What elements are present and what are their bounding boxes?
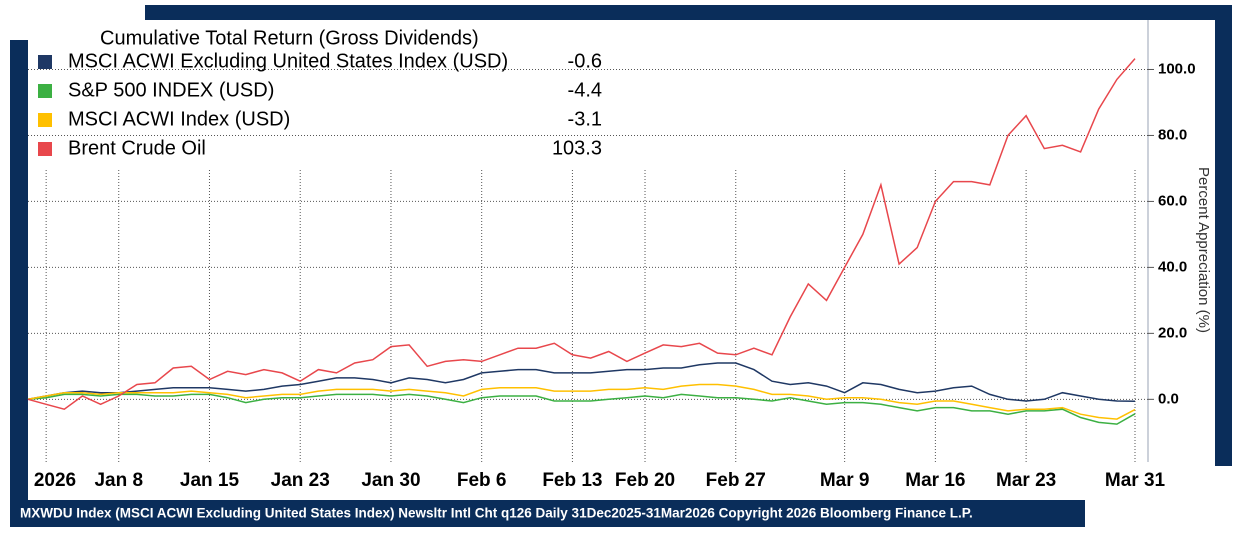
y-tick-label: 80.0 <box>1158 126 1187 143</box>
legend-swatch <box>38 55 52 69</box>
y-tick-label: 40.0 <box>1158 258 1187 275</box>
chart-title: Cumulative Total Return (Gross Dividends… <box>100 27 479 49</box>
y-axis-label: Percent Appreciation (%) <box>1195 167 1212 333</box>
legend-label: S&P 500 INDEX (USD) <box>68 79 274 101</box>
legend-value: -0.6 <box>568 50 602 72</box>
x-tick-label: Mar 23 <box>996 470 1056 491</box>
legend-value: -4.4 <box>568 79 602 101</box>
legend-label: MSCI ACWI Index (USD) <box>68 108 290 130</box>
x-tick-label: Jan 8 <box>94 470 143 491</box>
footnote: MXWDU Index (MSCI ACWI Excluding United … <box>20 506 973 521</box>
legend-swatch <box>38 84 52 98</box>
frame-right <box>1215 5 1232 466</box>
x-tick-label: Feb 20 <box>615 470 675 491</box>
x-tick-label: Jan 30 <box>361 470 420 491</box>
legend-label: Brent Crude Oil <box>68 137 206 159</box>
x-tick-label: 2026 <box>34 470 76 491</box>
x-tick-label: Feb 27 <box>706 470 766 491</box>
series-line <box>27 362 1136 403</box>
frame-left <box>10 40 28 502</box>
x-tick-label: Mar 16 <box>905 470 965 491</box>
series-line <box>27 58 1136 411</box>
x-tick-label: Feb 13 <box>542 470 602 491</box>
legend-value: -3.1 <box>568 108 602 130</box>
x-tick-label: Jan 15 <box>180 470 240 491</box>
legend-swatch <box>38 142 52 156</box>
y-tick-label: 60.0 <box>1158 192 1187 209</box>
legend-value: 103.3 <box>552 137 602 159</box>
y-tick-label: 20.0 <box>1158 324 1187 341</box>
x-tick-label: Jan 23 <box>271 470 330 491</box>
footnote-bar <box>10 500 1085 527</box>
legend-swatch <box>38 113 52 127</box>
series-line <box>27 383 1136 420</box>
y-tick-label: 0.0 <box>1158 390 1179 407</box>
y-tick-label: 100.0 <box>1158 60 1196 77</box>
x-tick-label: Mar 9 <box>820 470 870 491</box>
frame-top <box>145 5 1232 20</box>
x-tick-label: Mar 31 <box>1105 470 1166 491</box>
legend-label: MSCI ACWI Excluding United States Index … <box>68 50 508 72</box>
x-tick-label: Feb 6 <box>457 470 507 491</box>
series-line <box>27 393 1136 425</box>
